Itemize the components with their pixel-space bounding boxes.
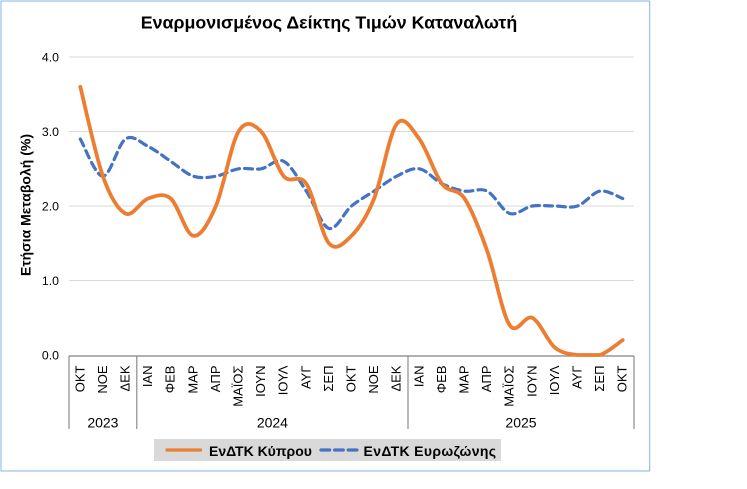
svg-text:2025: 2025 xyxy=(505,415,536,431)
svg-text:ΙΑΝ: ΙΑΝ xyxy=(411,366,426,388)
svg-text:ΝΟΕ: ΝΟΕ xyxy=(95,365,110,394)
svg-text:ΜΑΪΟΣ: ΜΑΪΟΣ xyxy=(502,366,517,407)
svg-text:ΙΑΝ: ΙΑΝ xyxy=(140,366,155,388)
svg-text:ΔΕΚ: ΔΕΚ xyxy=(389,365,404,391)
svg-text:2.0: 2.0 xyxy=(42,199,59,213)
svg-text:ΣΕΠ: ΣΕΠ xyxy=(592,366,607,392)
svg-text:ΜΑΡ: ΜΑΡ xyxy=(457,366,472,394)
svg-text:Εναρμονισμένος Δείκτης Τιμών Κ: Εναρμονισμένος Δείκτης Τιμών Καταναλωτή xyxy=(141,12,517,32)
svg-text:ΙΟΥΛ: ΙΟΥΛ xyxy=(276,365,291,395)
svg-text:ΟΚΤ: ΟΚΤ xyxy=(72,365,87,392)
svg-text:ΑΥΓ: ΑΥΓ xyxy=(298,366,313,390)
svg-text:ΑΠΡ: ΑΠΡ xyxy=(208,366,223,393)
svg-text:ΔΕΚ: ΔΕΚ xyxy=(118,365,133,391)
svg-text:2024: 2024 xyxy=(257,415,288,431)
svg-text:ΟΚΤ: ΟΚΤ xyxy=(615,365,630,392)
svg-text:ΦΕΒ: ΦΕΒ xyxy=(434,366,449,394)
svg-text:ΕνΔΤΚ Κύπρου: ΕνΔΤΚ Κύπρου xyxy=(209,443,312,459)
svg-text:Ετήσια Μεταβολή (%): Ετήσια Μεταβολή (%) xyxy=(18,134,34,276)
svg-text:ΜΑΡ: ΜΑΡ xyxy=(185,366,200,394)
svg-text:ΑΠΡ: ΑΠΡ xyxy=(479,365,494,392)
svg-text:ΝΟΕ: ΝΟΕ xyxy=(366,365,381,394)
svg-text:0.0: 0.0 xyxy=(42,348,59,362)
svg-text:ΣΕΠ: ΣΕΠ xyxy=(321,366,336,392)
svg-text:4.0: 4.0 xyxy=(42,50,59,64)
svg-text:ΦΕΒ: ΦΕΒ xyxy=(163,366,178,394)
svg-text:ΕνΔΤΚ Ευρωζώνης: ΕνΔΤΚ Ευρωζώνης xyxy=(364,443,497,459)
svg-text:1.0: 1.0 xyxy=(42,274,59,288)
svg-text:3.0: 3.0 xyxy=(42,125,59,139)
svg-text:ΜΑΪΟΣ: ΜΑΪΟΣ xyxy=(231,366,246,407)
svg-text:ΙΟΥΝ: ΙΟΥΝ xyxy=(253,366,268,397)
svg-text:ΙΟΥΝ: ΙΟΥΝ xyxy=(524,366,539,397)
svg-text:ΑΥΓ: ΑΥΓ xyxy=(570,366,585,390)
svg-text:2023: 2023 xyxy=(87,415,118,431)
svg-text:ΙΟΥΛ: ΙΟΥΛ xyxy=(547,365,562,395)
svg-text:ΟΚΤ: ΟΚΤ xyxy=(344,365,359,392)
